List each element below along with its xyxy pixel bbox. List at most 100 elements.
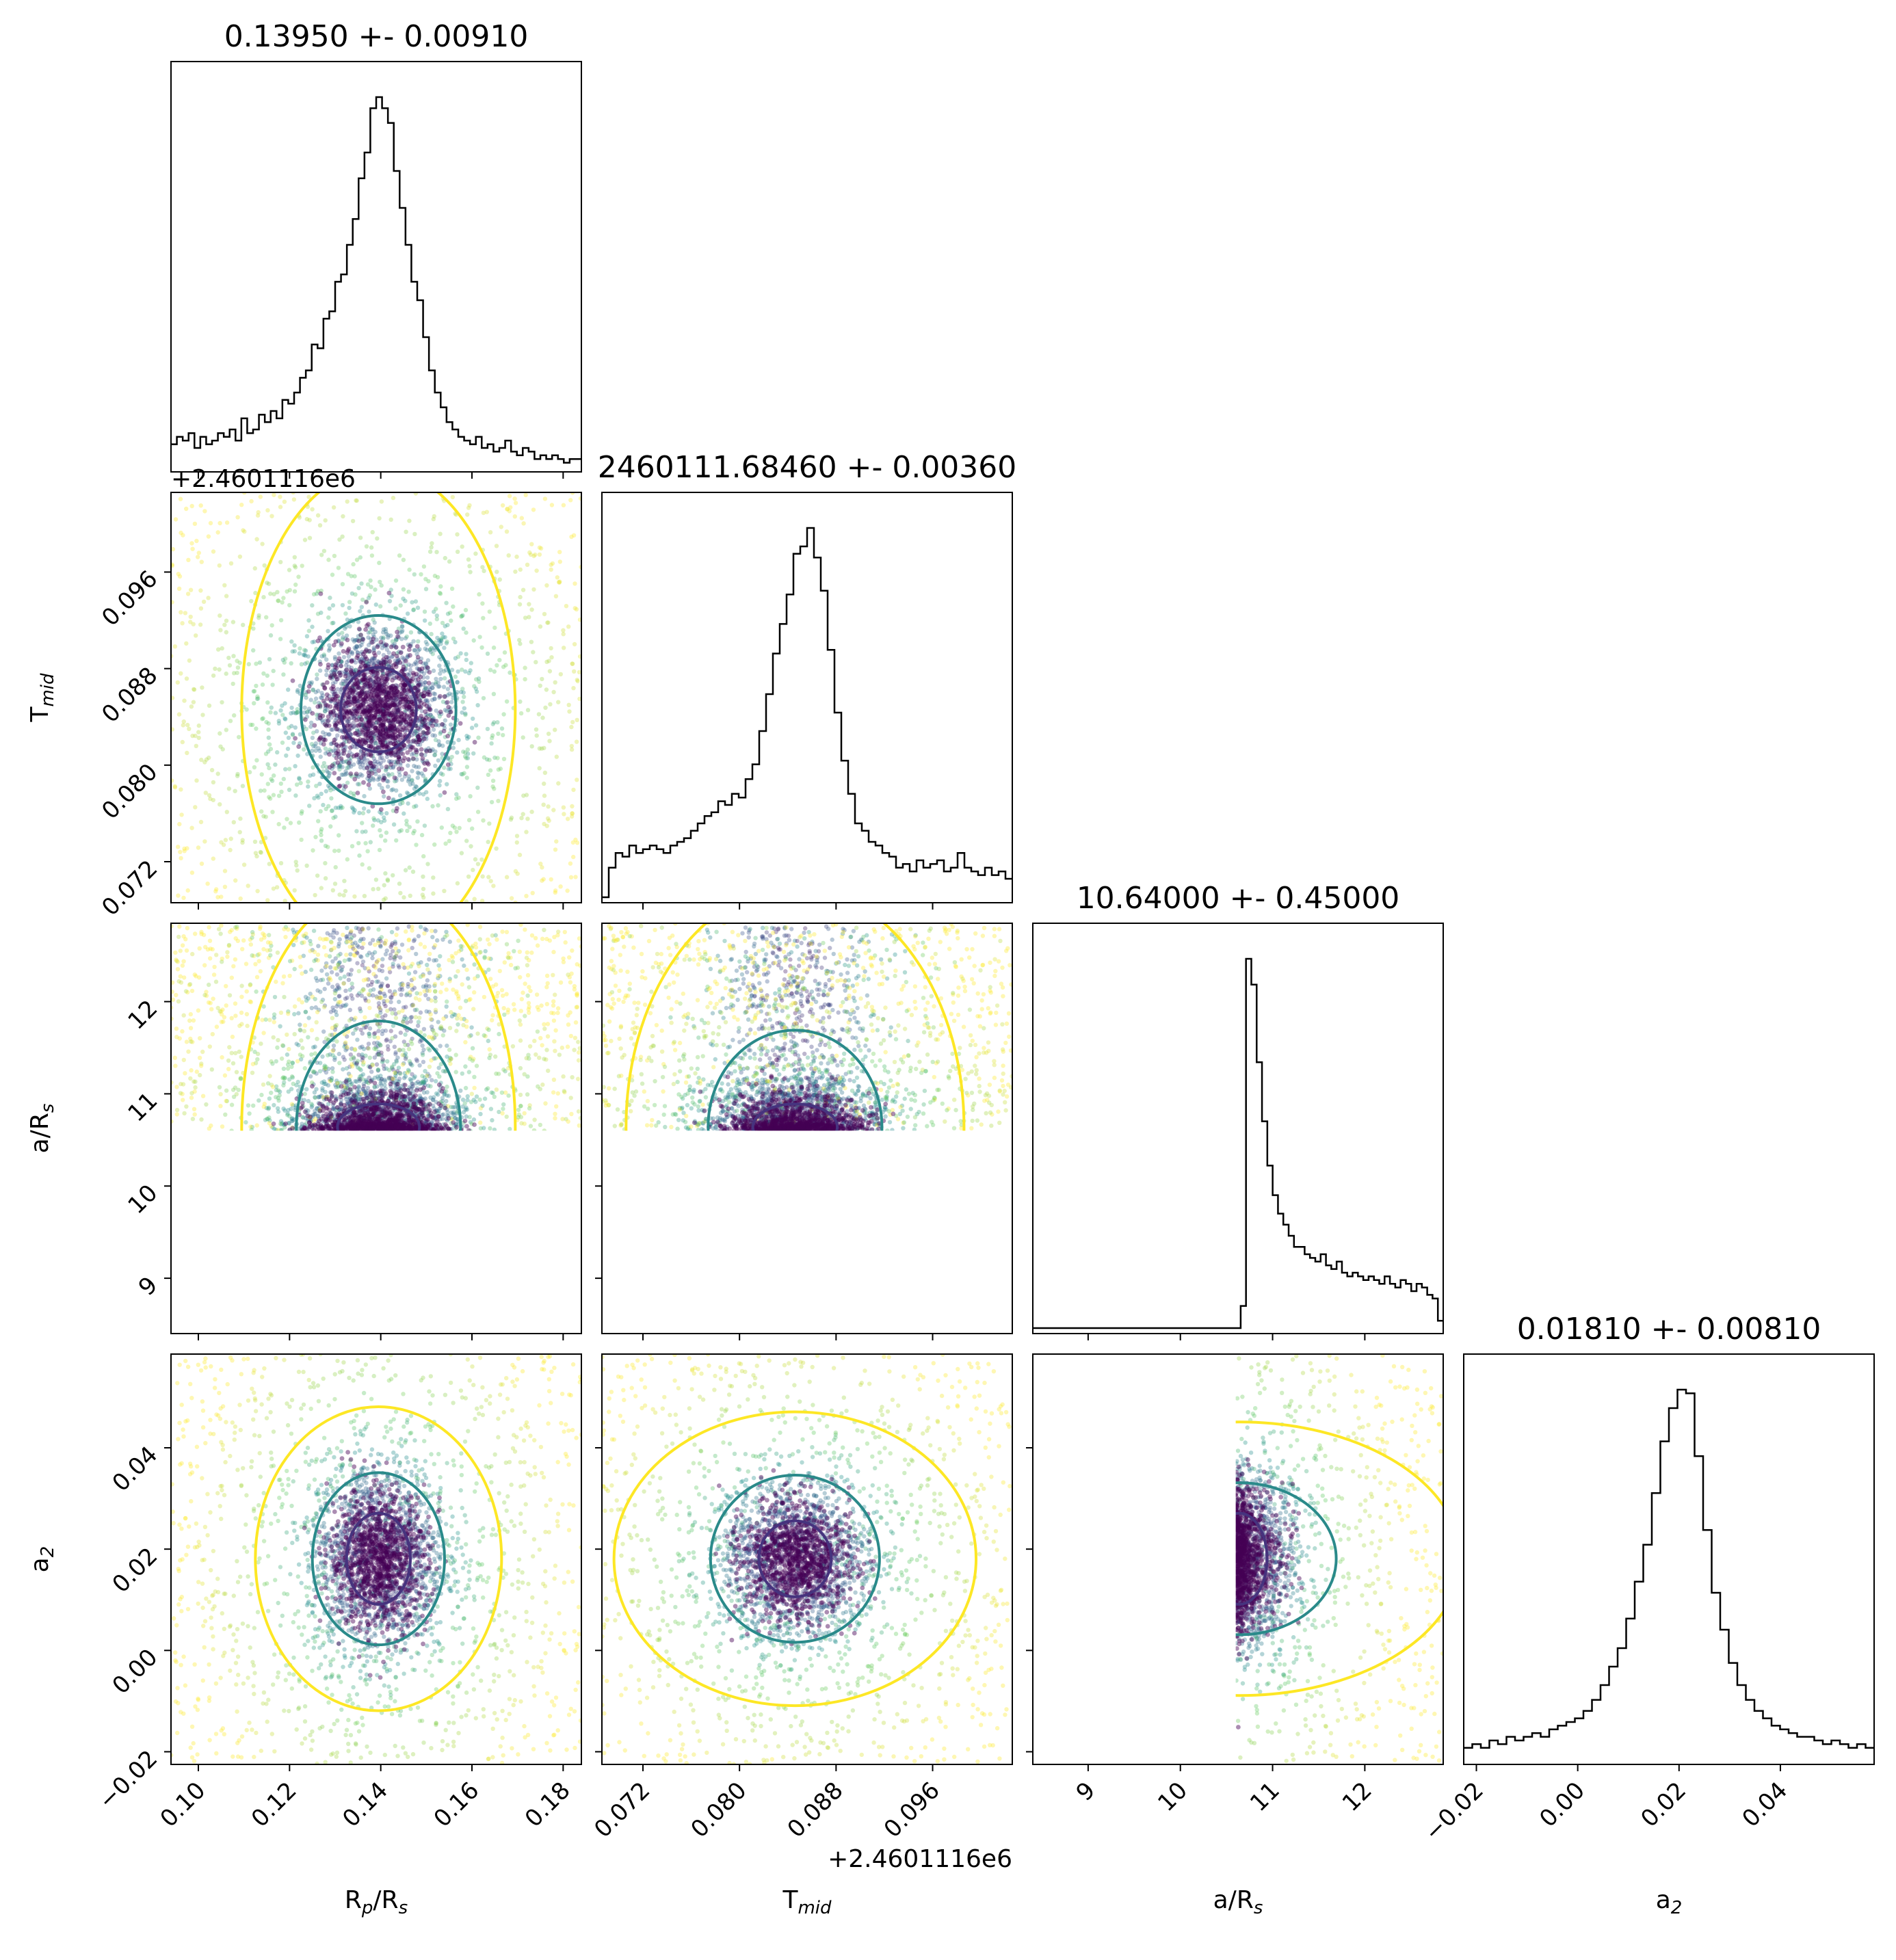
sample-point [188, 614, 193, 620]
sample-point [322, 986, 327, 992]
sample-point [383, 644, 388, 648]
sample-point [359, 724, 364, 729]
sample-point-core [446, 704, 451, 710]
sample-point [335, 1081, 340, 1085]
sample-point [295, 689, 300, 694]
sample-point [376, 777, 380, 782]
sample-point [340, 964, 345, 970]
sample-point-core [383, 659, 389, 665]
sample-point [419, 1096, 424, 1101]
sample-point [421, 724, 427, 728]
sample-point [367, 1112, 372, 1117]
sample-point-core [336, 659, 341, 664]
sample-point [218, 802, 222, 807]
sample-point [398, 1125, 404, 1130]
sample-point [291, 741, 296, 745]
sample-point [393, 939, 397, 944]
sample-point [440, 743, 445, 748]
sample-point [486, 1038, 490, 1044]
sample-point [346, 664, 352, 669]
sample-point [378, 660, 382, 665]
sample-point [356, 695, 361, 700]
sample-point [319, 827, 324, 832]
sample-point [476, 735, 481, 740]
sample-point [328, 965, 333, 970]
sample-point [402, 1122, 407, 1127]
sample-point [356, 656, 361, 661]
sample-point-core [386, 718, 391, 723]
sample-point-core [334, 742, 339, 747]
sample-point [376, 1104, 381, 1109]
sample-point [455, 881, 460, 886]
sample-point-core [367, 720, 373, 725]
sample-point [410, 778, 414, 783]
sample-point [281, 1066, 287, 1072]
sample-point [231, 681, 235, 687]
sample-point [397, 1118, 401, 1124]
sample-point [357, 680, 362, 685]
sample-point [399, 942, 405, 947]
sample-point-core [344, 736, 350, 741]
sample-point-core [395, 674, 399, 679]
sample-point [424, 661, 429, 667]
sample-point [438, 730, 443, 734]
sample-point [445, 1118, 450, 1123]
sample-point [377, 847, 382, 853]
sample-point [378, 827, 382, 833]
sample-point [318, 705, 323, 710]
sample-point [397, 987, 402, 992]
sample-point [362, 1124, 367, 1128]
sample-point [401, 682, 406, 687]
sample-point [385, 691, 390, 696]
sample-point-core [371, 693, 377, 698]
sample-point-core [389, 685, 394, 691]
sample-point [363, 1123, 368, 1128]
sample-point-core [371, 708, 376, 713]
sample-point [189, 870, 195, 875]
sample-point [405, 699, 410, 704]
sample-point [547, 818, 551, 823]
sample-point-core [409, 678, 414, 684]
sample-point [326, 1052, 330, 1058]
sample-point [400, 1093, 405, 1098]
sample-point [389, 1113, 393, 1117]
sample-point [565, 888, 570, 893]
sample-point [401, 895, 406, 900]
sample-point [354, 708, 358, 713]
sample-point [398, 802, 403, 806]
sample-point [294, 863, 299, 868]
sample-point [453, 656, 458, 661]
sample-point [267, 742, 272, 747]
sample-point [339, 806, 343, 810]
sample-point-core [367, 713, 372, 718]
sample-point-core [376, 695, 381, 700]
sample-point [341, 678, 345, 684]
sample-point [344, 704, 349, 709]
sample-point [448, 722, 453, 727]
sample-point [360, 650, 365, 654]
sample-point [393, 1118, 397, 1123]
sample-point [430, 715, 434, 719]
sample-point-core [380, 742, 385, 747]
sample-point [460, 772, 465, 777]
sample-point [334, 1096, 339, 1102]
sample-point-core [376, 691, 380, 697]
sample-point [353, 592, 358, 597]
sample-point [528, 552, 534, 557]
sample-point [437, 590, 443, 596]
sample-point [397, 649, 401, 654]
sample-point [318, 1094, 323, 1100]
sample-point [319, 654, 324, 659]
sample-point [343, 759, 349, 764]
sample-point [287, 725, 291, 730]
sample-point [336, 806, 341, 810]
sample-point [356, 760, 361, 765]
sample-point [300, 564, 304, 568]
sample-point [363, 675, 368, 680]
sample-point [445, 806, 451, 812]
sample-point-core [404, 726, 409, 731]
sample-point [364, 690, 369, 695]
sample-point [438, 778, 443, 784]
sample-point [430, 1127, 434, 1132]
sample-point-core [363, 677, 368, 683]
